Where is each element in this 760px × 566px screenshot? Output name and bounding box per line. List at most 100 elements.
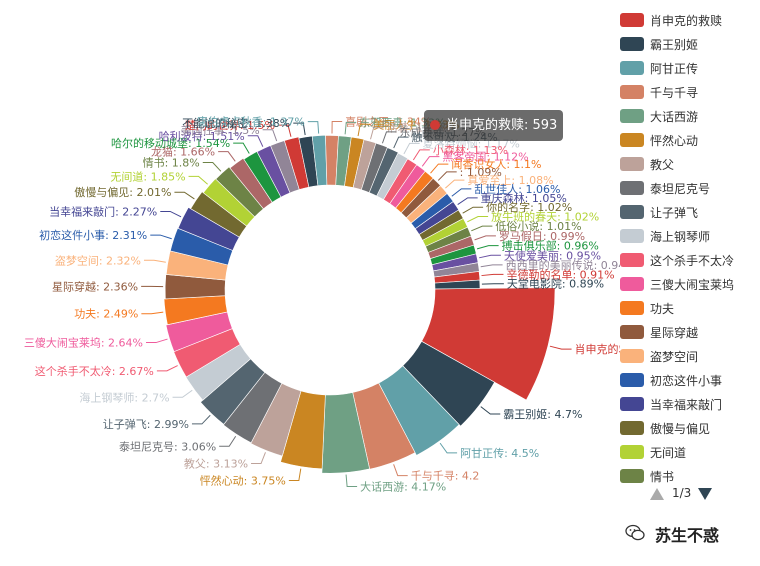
legend-item[interactable]: 这个杀手不太冷	[620, 250, 755, 268]
label-leader-line	[233, 142, 250, 154]
legend-next-page-icon[interactable]	[698, 488, 712, 500]
label-leader-line	[160, 210, 182, 218]
slice[interactable]	[229, 157, 273, 210]
slice[interactable]	[215, 166, 264, 218]
slice-label: 哈尔的移动城堡: 1.54%	[111, 136, 230, 150]
label-leader-line	[251, 452, 266, 465]
slice[interactable]	[434, 279, 481, 290]
legend-swatch	[620, 85, 644, 99]
legend-swatch	[620, 109, 644, 123]
slice-label: 放牛班的春天: 1.02%	[491, 210, 599, 224]
legend-swatch	[620, 13, 644, 27]
slice-label: 情书: 1.8%	[143, 156, 200, 169]
legend-item[interactable]: 盗梦空间	[620, 346, 755, 364]
slice[interactable]	[177, 206, 240, 251]
slice-label: 唐伯虎点秋香: 1.37%	[197, 115, 305, 129]
legend-item[interactable]: 肖申克的救赎	[620, 10, 755, 28]
slice[interactable]	[344, 136, 365, 188]
slice[interactable]	[243, 151, 282, 203]
legend-label: 让子弹飞	[650, 206, 699, 220]
tooltip-marker	[430, 120, 440, 130]
legend-item[interactable]: 阿甘正传	[620, 58, 755, 76]
slice-label: 真爱至上: 1.08%	[467, 173, 553, 187]
label-leader-line	[370, 127, 384, 140]
legend-swatch	[620, 277, 644, 291]
slice[interactable]	[163, 295, 228, 326]
slice[interactable]	[376, 152, 409, 201]
slice-label: 不能说的秘密: 1.38%	[182, 116, 290, 130]
legend-item[interactable]: 星际穿越	[620, 322, 755, 340]
slice[interactable]	[283, 136, 310, 190]
slice-label: 怦然心动: 3.75%	[200, 473, 286, 487]
slice[interactable]	[352, 382, 416, 470]
label-leader-line	[479, 254, 501, 259]
legend-item[interactable]: 霸王别姬	[620, 34, 755, 52]
slice[interactable]	[432, 262, 480, 278]
legend-item[interactable]: 怦然心动	[620, 130, 755, 148]
slice-label: 天使爱美丽: 0.95%	[504, 249, 601, 262]
slice[interactable]	[421, 287, 556, 401]
legend-swatch	[620, 469, 644, 483]
label-leader-line	[549, 345, 572, 350]
label-leader-line	[156, 365, 178, 372]
slice[interactable]	[173, 328, 241, 378]
slice[interactable]	[360, 142, 388, 193]
legend-item[interactable]: 当幸福来敲门	[620, 394, 755, 412]
label-leader-line	[150, 234, 172, 240]
slice[interactable]	[378, 365, 460, 456]
slice[interactable]	[402, 340, 495, 427]
slice[interactable]	[414, 201, 460, 235]
label-leader-line	[381, 131, 397, 144]
slice-label: 乱世佳人: 1.06%	[474, 182, 560, 196]
slice-label: 西西里的美丽传说: 0.94%	[506, 258, 620, 272]
labels-layer: 肖申克的救赎: 8.29% 霸王别姬: 4.7% 阿甘正传: 4.5% 千与千寻: 4…	[24, 114, 620, 493]
slice[interactable]	[190, 191, 248, 238]
legend-item[interactable]: 情书	[620, 466, 755, 484]
legend-item[interactable]: 泰坦尼克号	[620, 178, 755, 196]
slice-label: 海上钢琴师: 2.7%	[79, 390, 169, 404]
slice[interactable]	[169, 227, 234, 266]
legend-label: 大话西游	[650, 110, 699, 124]
slice-label: 当幸福来敲门: 2.27%	[49, 204, 157, 218]
slice[interactable]	[321, 392, 370, 474]
slice-label: 千与千寻: 4.2	[411, 470, 480, 483]
legend-item[interactable]: 傲慢与偏见	[620, 418, 755, 436]
legend-item[interactable]: 大话西游	[620, 106, 755, 124]
legend-swatch	[620, 205, 644, 219]
legend-item[interactable]: 三傻大闹宝莱坞	[620, 274, 755, 292]
legend-item[interactable]: 海上钢琴师	[620, 226, 755, 244]
legend-item[interactable]: 千与千寻	[620, 82, 755, 100]
slice[interactable]	[427, 235, 475, 260]
legend-swatch	[620, 349, 644, 363]
legend-label: 海上钢琴师	[650, 230, 711, 244]
slice[interactable]	[368, 147, 399, 197]
legend-swatch	[620, 157, 644, 171]
slice-label: 低俗小说: 1.01%	[495, 219, 581, 233]
legend-item[interactable]: 初恋这件小事	[620, 370, 755, 388]
label-leader-line	[345, 474, 358, 487]
legend-item[interactable]: 无间道	[620, 442, 755, 460]
slice-label: 楚门的世界: 1.5%	[185, 118, 275, 132]
slice[interactable]	[165, 311, 233, 353]
label-leader-line	[481, 273, 504, 277]
legend-item[interactable]: 教父	[620, 154, 755, 172]
slice[interactable]	[202, 178, 256, 227]
slice-label: 哈利波特: 1.51%	[159, 129, 245, 143]
slice-label: 东邪西毒: 1.33%	[359, 116, 445, 129]
legend-item[interactable]: 功夫	[620, 298, 755, 316]
slice[interactable]	[250, 382, 302, 457]
legend-item[interactable]: 让子弹飞	[620, 202, 755, 220]
slice-label: 初恋这件小事: 2.31%	[39, 228, 147, 242]
legend-swatch	[620, 397, 644, 411]
legend-label: 无间道	[650, 446, 687, 460]
label-leader-line	[430, 163, 449, 174]
slice[interactable]	[222, 371, 283, 444]
slice[interactable]	[200, 358, 266, 425]
slice[interactable]	[311, 134, 328, 187]
slice-label: 辛德勒的名单: 0.91%	[506, 267, 614, 281]
legend-prev-page-icon[interactable]	[650, 488, 664, 500]
slice[interactable]	[185, 343, 252, 401]
slice[interactable]	[280, 390, 326, 470]
slice[interactable]	[164, 274, 226, 300]
slice-label: 这个杀手不太冷: 2.67%	[35, 364, 154, 378]
